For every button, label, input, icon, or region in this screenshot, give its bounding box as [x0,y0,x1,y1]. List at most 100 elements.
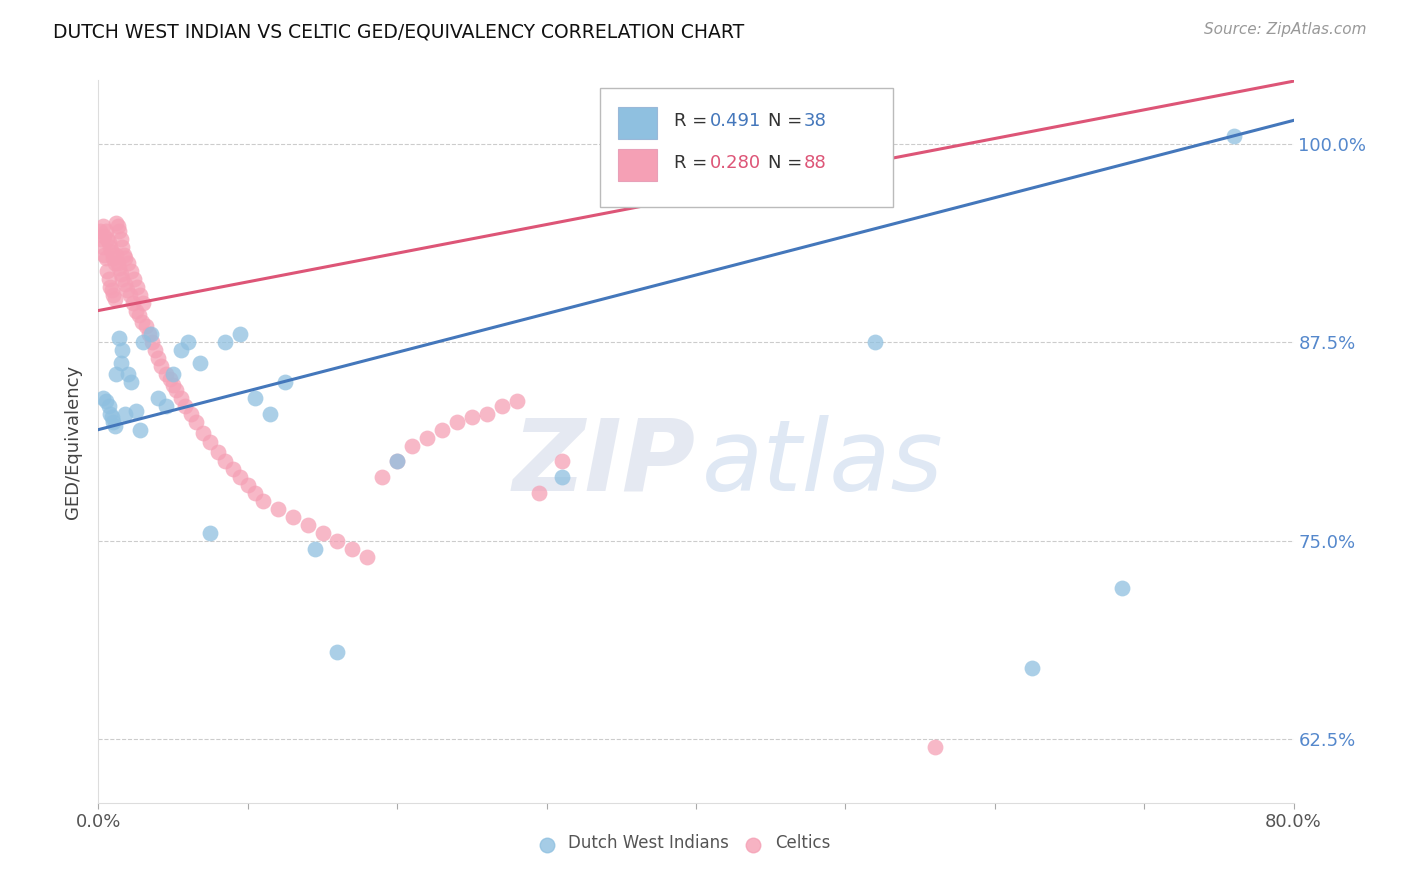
Point [107,256,129,270]
FancyBboxPatch shape [619,107,657,139]
Point [129,287,152,301]
Point [110,232,132,246]
FancyBboxPatch shape [600,87,893,207]
Point [139,327,162,342]
Point [96,232,118,246]
Point [184,415,207,429]
Point [401,438,423,452]
Point [342,541,364,556]
Point [110,356,132,370]
Text: N =: N = [768,154,807,172]
Point [97,235,120,250]
Point [90,232,112,246]
Text: 0.491: 0.491 [710,112,762,130]
Point [120,264,142,278]
Point [214,454,236,468]
Point [385,454,409,468]
Point [527,486,550,500]
Point [188,356,211,370]
Point [93,228,115,243]
Point [96,264,118,278]
Point [191,425,214,440]
Point [104,419,127,434]
Point [311,525,333,540]
Point [162,378,184,392]
Point [117,256,139,270]
Point [267,502,290,516]
Point [114,277,136,291]
Point [98,240,122,254]
Point [236,478,259,492]
Point [112,248,135,262]
Point [114,251,136,265]
Point [91,391,114,405]
Point [105,367,128,381]
Point [180,407,202,421]
Point [169,391,191,405]
Point [281,510,304,524]
Point [101,244,124,259]
Point [924,740,946,755]
Point [252,494,274,508]
Point [117,367,139,381]
Point [98,407,122,421]
Point [259,407,281,421]
Y-axis label: GED/Equivalency: GED/Equivalency [65,365,83,518]
Point [94,251,117,265]
Point [304,541,326,556]
Text: R =: R = [675,112,713,130]
Text: Source: ZipAtlas.com: Source: ZipAtlas.com [1204,22,1367,37]
Text: N =: N = [768,112,807,130]
Point [125,303,148,318]
Point [94,224,117,238]
Point [91,219,114,234]
Point [150,359,173,373]
Point [131,315,153,329]
Point [222,462,245,476]
Point [177,335,200,350]
Point [104,293,127,307]
Point [446,415,468,429]
Point [128,308,150,322]
Point [120,375,142,389]
Point [103,251,125,265]
Point [111,240,134,254]
FancyBboxPatch shape [619,149,657,181]
Point [132,295,155,310]
Point [297,517,319,532]
Point [326,533,349,548]
Point [475,407,498,421]
Point [101,409,124,424]
Text: 88: 88 [804,154,827,172]
Point [162,367,184,381]
Point [385,454,409,468]
Point [155,399,177,413]
Point [274,375,297,389]
Text: Celtics: Celtics [775,834,830,852]
Point [159,372,181,386]
Point [107,219,129,234]
Point [97,399,120,413]
Point [93,248,115,262]
Point [491,399,513,413]
Point [118,287,141,301]
Point [97,272,120,286]
Point [114,407,136,421]
Point [103,415,125,429]
Text: R =: R = [675,154,713,172]
Point [416,431,439,445]
Point [127,279,149,293]
Point [89,224,111,238]
Point [430,423,453,437]
Text: 38: 38 [804,112,827,130]
Point [135,319,157,334]
Point [356,549,378,564]
Point [108,330,131,344]
Point [138,327,160,342]
Point [94,394,117,409]
Point [148,351,170,366]
Point [155,367,177,381]
Point [245,391,267,405]
Point [111,272,134,286]
Point [125,403,148,417]
